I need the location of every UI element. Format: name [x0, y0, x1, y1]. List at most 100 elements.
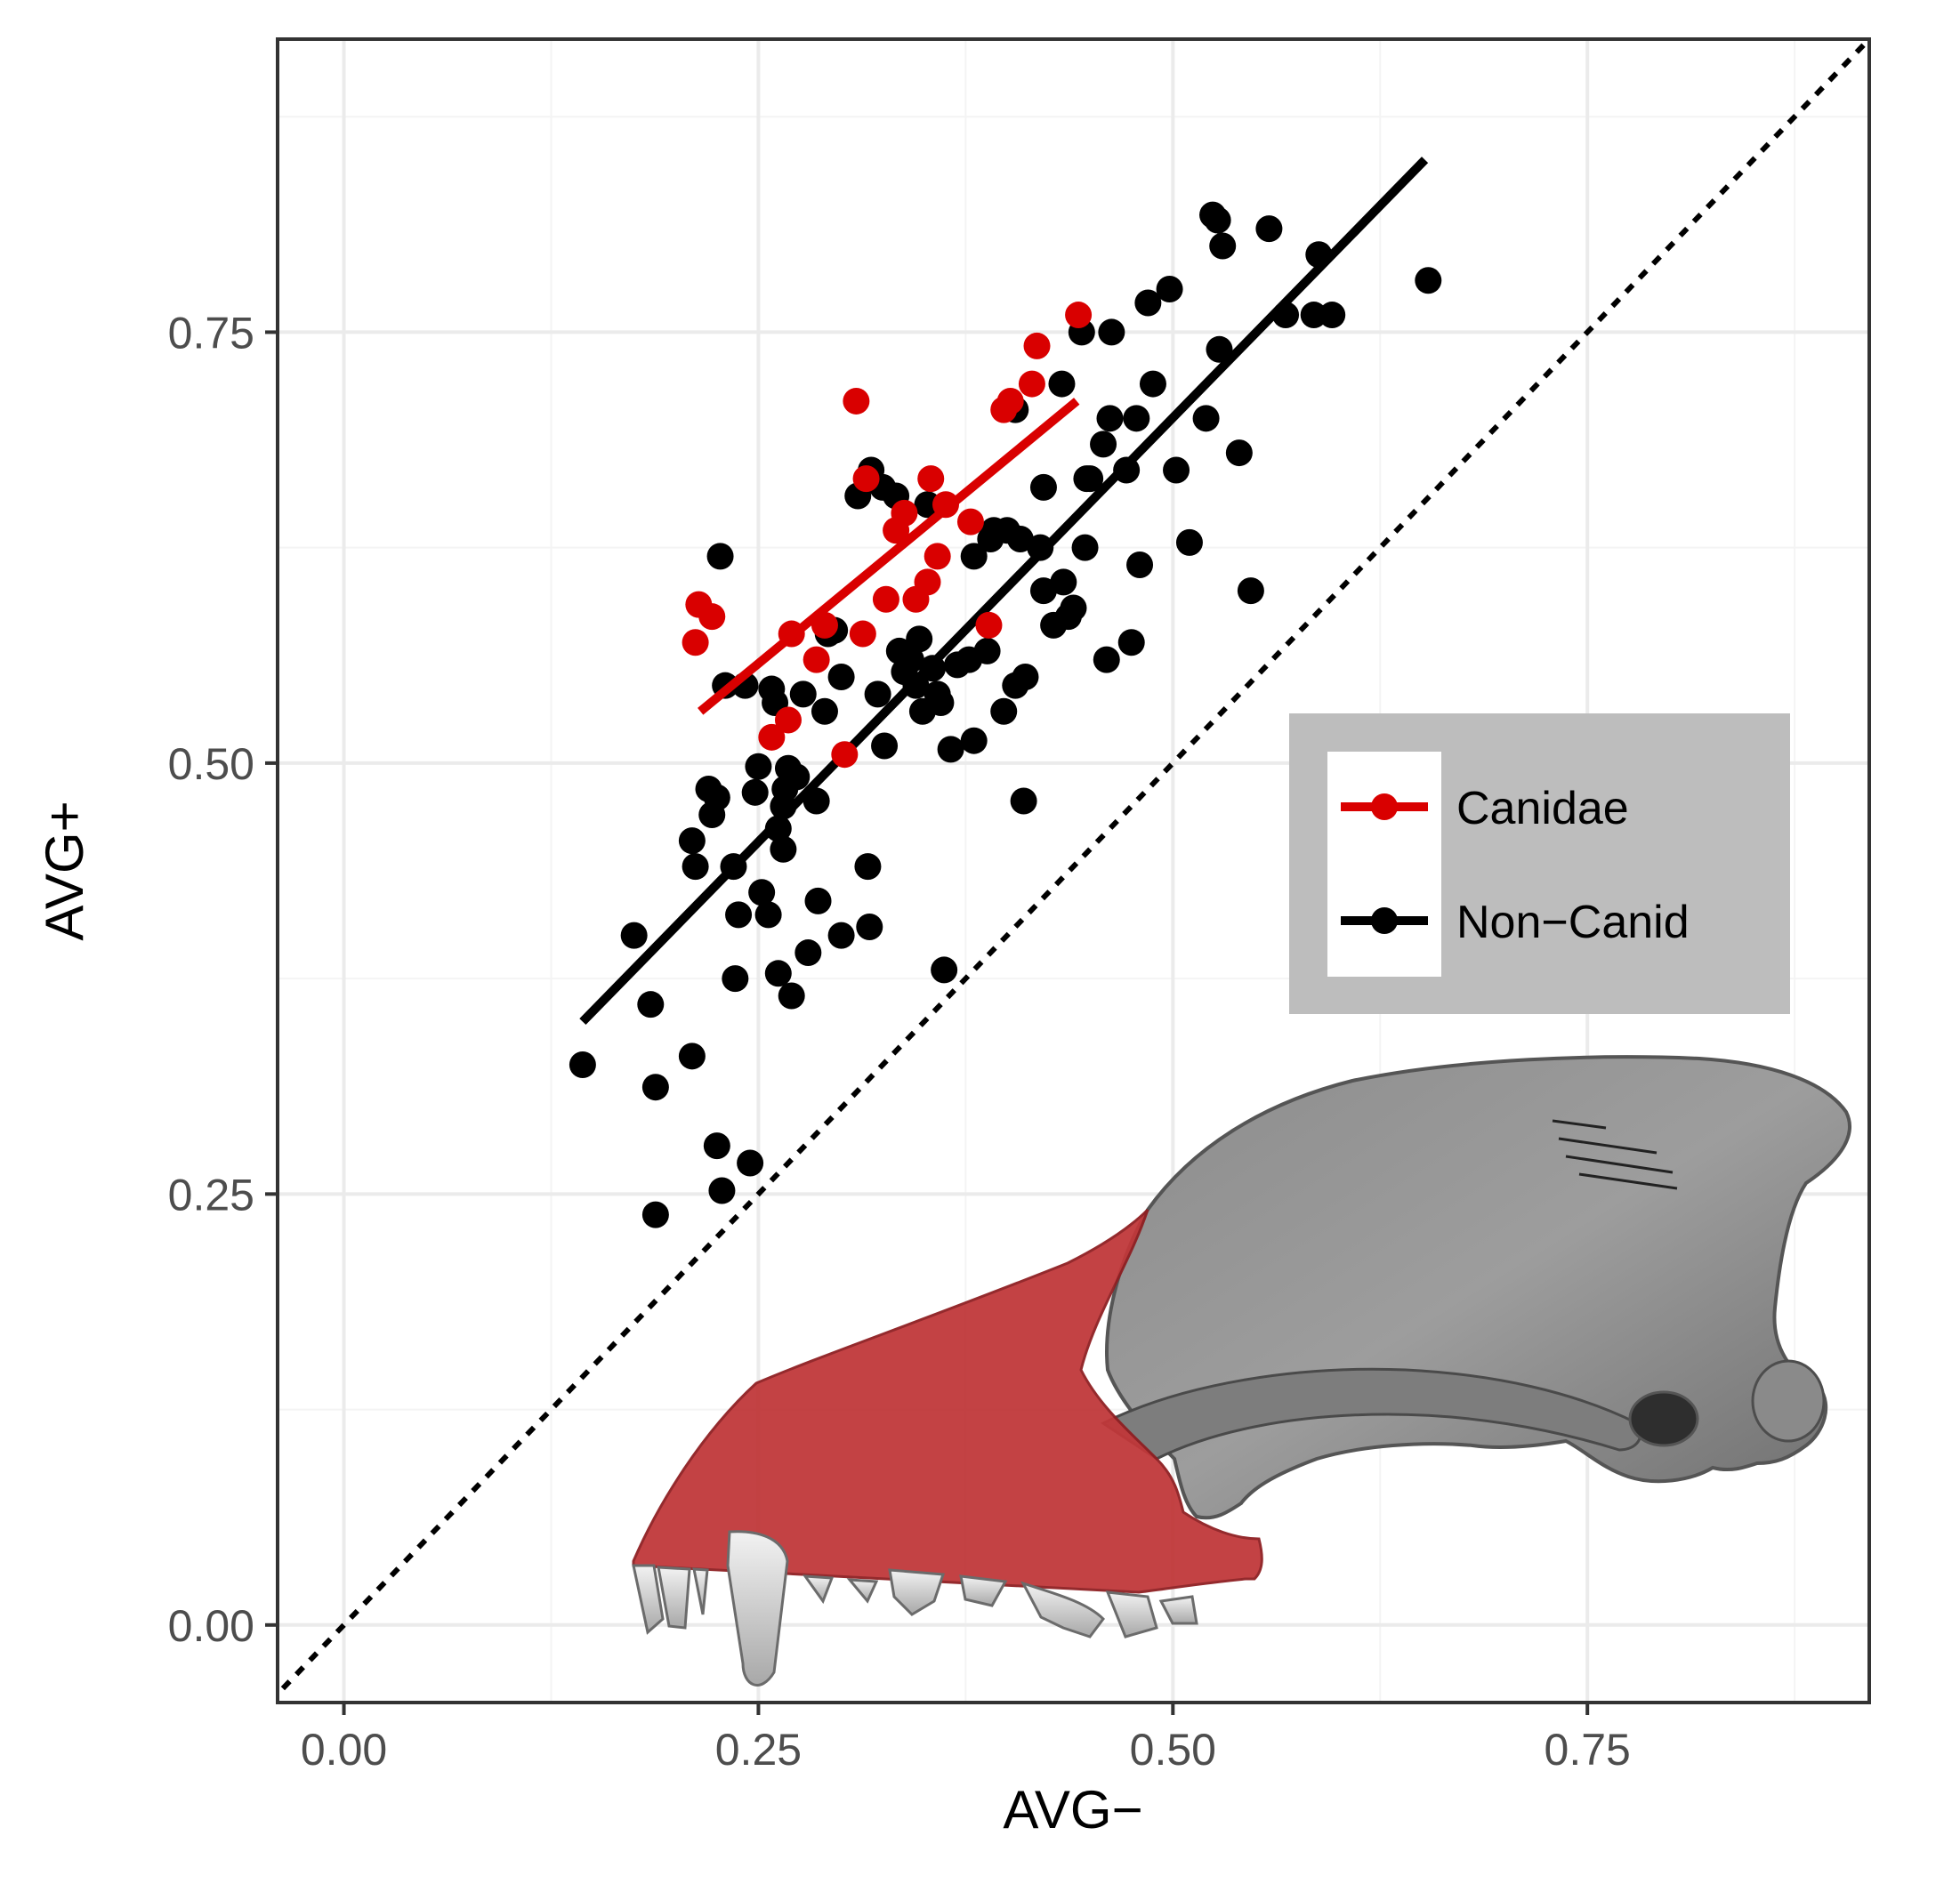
- point-noncanid: [960, 543, 988, 570]
- point-noncanid: [1225, 439, 1253, 467]
- point-canidae: [774, 706, 802, 734]
- point-noncanid: [937, 736, 964, 763]
- point-noncanid: [678, 1043, 706, 1070]
- point-noncanid: [931, 956, 958, 984]
- point-canidae: [891, 499, 918, 527]
- point-noncanid: [906, 625, 933, 653]
- point-noncanid: [754, 901, 782, 929]
- point-noncanid: [778, 982, 805, 1010]
- legend-key-background: [1327, 752, 1441, 977]
- point-noncanid: [637, 991, 665, 1018]
- point-noncanid: [1134, 289, 1162, 317]
- x-tick-label: 0.75: [1545, 1725, 1631, 1775]
- point-noncanid: [703, 1132, 730, 1160]
- point-noncanid: [1012, 663, 1039, 690]
- point-canidae: [803, 646, 830, 673]
- point-noncanid: [1090, 431, 1117, 458]
- series-noncanid: [569, 157, 1442, 1228]
- point-noncanid: [864, 680, 891, 708]
- point-noncanid: [1006, 525, 1034, 552]
- point-noncanid: [745, 753, 772, 780]
- point-noncanid: [1415, 267, 1442, 294]
- point-noncanid: [973, 637, 1001, 664]
- point-canidae: [924, 543, 951, 570]
- point-noncanid: [804, 887, 832, 914]
- point-canidae: [849, 620, 876, 648]
- skull-icon: [632, 1055, 1851, 1687]
- point-noncanid: [1300, 302, 1327, 329]
- point-noncanid: [708, 1177, 736, 1204]
- legend-key-canidae-point: [1371, 793, 1398, 820]
- x-tick-label: 0.00: [301, 1725, 387, 1775]
- reference-line-y-equals-x: [278, 39, 1869, 1698]
- point-noncanid: [569, 1051, 596, 1079]
- point-noncanid: [1209, 232, 1237, 260]
- point-noncanid: [927, 689, 955, 717]
- point-noncanid: [1237, 577, 1264, 605]
- point-noncanid: [1077, 465, 1104, 493]
- point-noncanid: [764, 960, 792, 987]
- point-noncanid: [1029, 473, 1057, 501]
- point-noncanid: [1156, 275, 1183, 302]
- point-noncanid: [856, 913, 883, 940]
- x-tick-label: 0.25: [715, 1725, 802, 1775]
- point-noncanid: [1319, 302, 1346, 329]
- legend: Canidae Non−Canid: [1289, 713, 1790, 1014]
- point-noncanid: [990, 697, 1018, 725]
- point-noncanid: [1010, 787, 1037, 815]
- point-noncanid: [770, 835, 797, 863]
- point-noncanid: [1098, 318, 1125, 346]
- point-noncanid: [827, 922, 855, 949]
- point-noncanid: [1050, 568, 1077, 596]
- point-canidae: [852, 465, 880, 493]
- point-canidae: [698, 603, 726, 631]
- point-noncanid: [811, 697, 838, 725]
- point-noncanid: [1255, 215, 1283, 243]
- point-noncanid: [620, 922, 648, 949]
- point-noncanid: [725, 901, 753, 929]
- point-noncanid: [827, 663, 855, 690]
- point-noncanid: [748, 879, 776, 906]
- y-axis-title: AVG+: [35, 801, 94, 940]
- point-noncanid: [722, 965, 749, 993]
- point-canidae: [917, 465, 945, 493]
- point-noncanid: [914, 491, 941, 519]
- x-axis-title: AVG−: [1003, 1780, 1142, 1840]
- point-noncanid: [1060, 594, 1087, 622]
- point-noncanid: [960, 727, 988, 754]
- point-noncanid: [1175, 528, 1203, 556]
- point-noncanid: [789, 680, 817, 708]
- fit-line-noncanid: [579, 157, 1429, 1026]
- point-noncanid: [794, 939, 822, 967]
- y-axis: 0.00 0.25 0.50 0.75: [168, 308, 278, 1651]
- point-noncanid: [854, 853, 882, 881]
- fit-line-canidae: [698, 398, 1080, 715]
- point-noncanid: [678, 827, 706, 855]
- point-noncanid: [1126, 552, 1154, 579]
- point-canidae: [843, 387, 870, 415]
- panel-border: [276, 37, 1871, 1704]
- point-noncanid: [1117, 629, 1145, 656]
- point-noncanid: [682, 853, 709, 881]
- point-noncanid: [1093, 646, 1120, 673]
- point-noncanid: [783, 763, 811, 791]
- legend-label-noncanid: Non−Canid: [1456, 897, 1690, 948]
- point-noncanid: [641, 1201, 669, 1228]
- point-noncanid: [741, 778, 769, 806]
- legend-label-canidae: Canidae: [1456, 783, 1629, 834]
- point-noncanid: [1096, 405, 1124, 432]
- point-noncanid: [897, 646, 924, 673]
- point-canidae: [1018, 370, 1045, 398]
- point-canidae: [758, 723, 786, 751]
- series-canidae: [682, 302, 1093, 769]
- point-canidae: [831, 741, 859, 769]
- point-noncanid: [1204, 206, 1231, 234]
- x-tick-label: 0.50: [1130, 1725, 1216, 1775]
- legend-key-noncanid-point: [1371, 907, 1398, 934]
- point-noncanid: [1048, 370, 1076, 398]
- point-canidae: [914, 568, 941, 596]
- y-tick-label: 0.00: [168, 1601, 254, 1651]
- point-canidae: [956, 508, 984, 535]
- series-layer: [569, 157, 1442, 1228]
- point-canidae: [1023, 332, 1051, 359]
